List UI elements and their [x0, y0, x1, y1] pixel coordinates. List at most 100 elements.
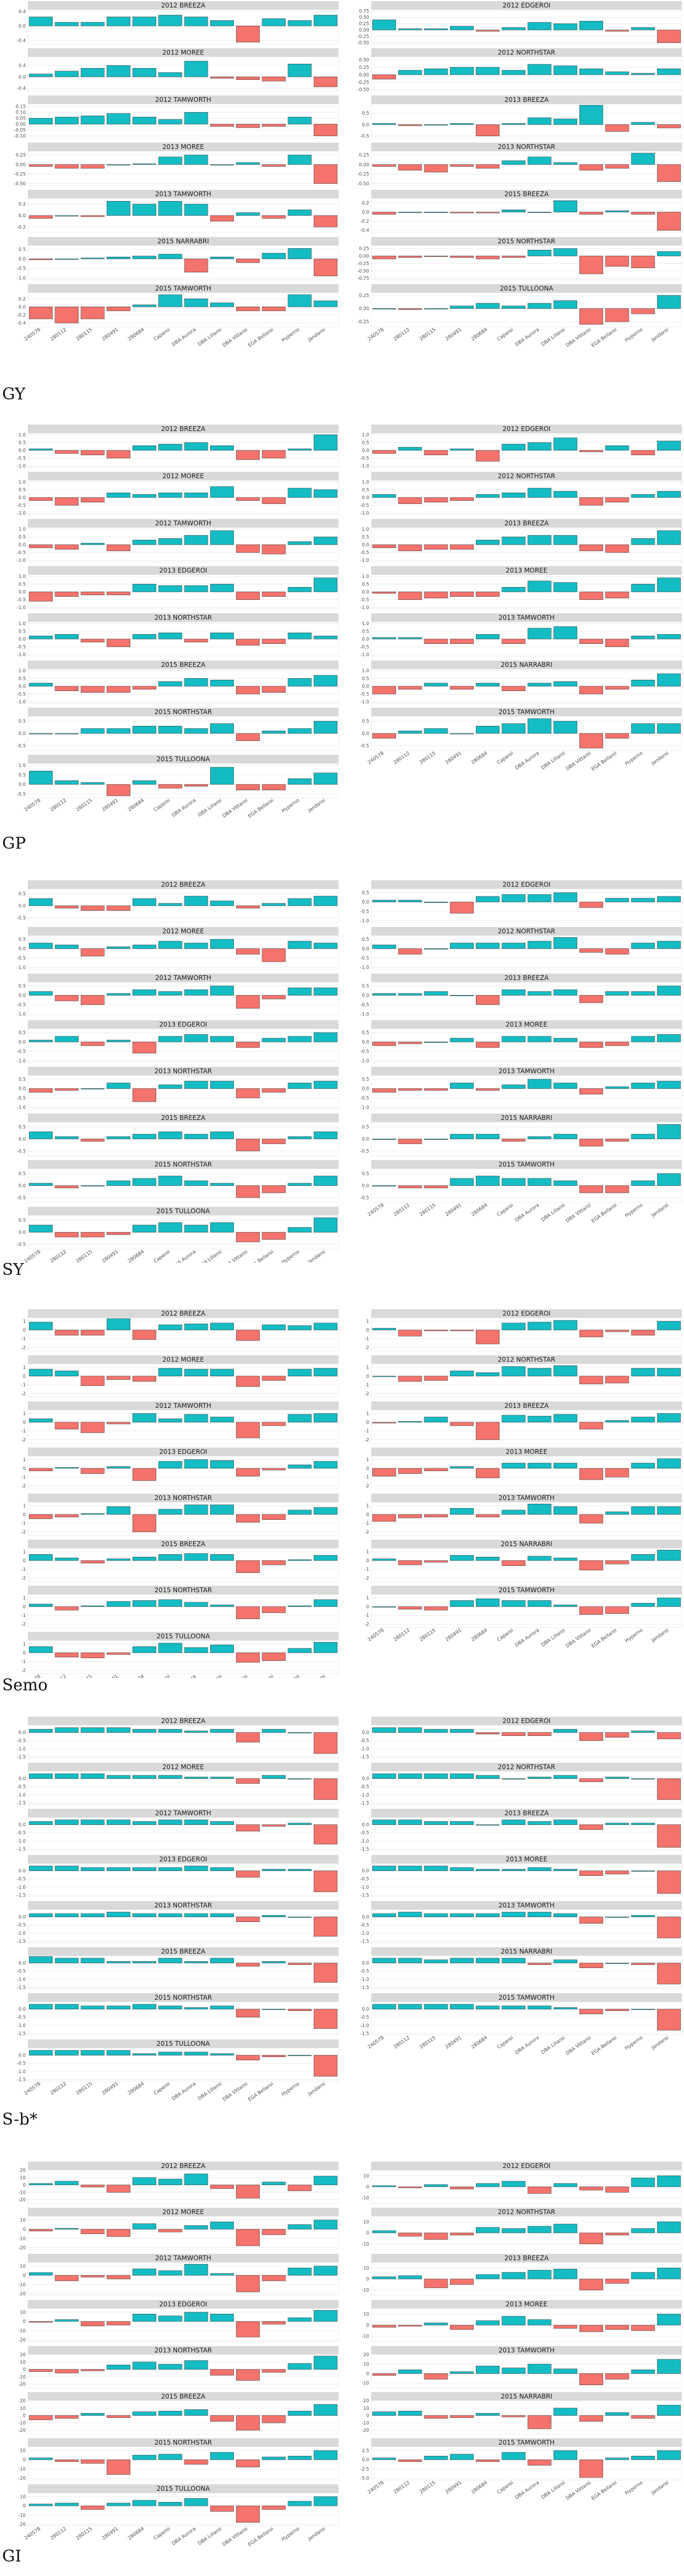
bar-jandaroi — [657, 1917, 681, 1939]
bar-hyperno — [288, 1136, 312, 1139]
bar-280491 — [106, 1558, 130, 1561]
y-tick-label: 1.0 — [362, 527, 369, 532]
y-tick-label: 0 — [366, 1328, 369, 1333]
bar-280491 — [106, 2364, 130, 2370]
plot-area — [371, 2446, 682, 2481]
y-tick-label: -1.0 — [17, 966, 26, 971]
bar-caparoi — [502, 1366, 526, 1377]
bar-280115 — [424, 1088, 448, 1091]
bar-ega-bellaroi — [262, 497, 286, 504]
bar-dba-aurora — [184, 2459, 208, 2465]
bar-hyperno — [288, 2009, 312, 2011]
y-tick-label: -1 — [365, 1429, 369, 1434]
bar-dba-vittaroi — [579, 2232, 604, 2244]
y-tick-label: 0 — [366, 2414, 369, 2419]
plot-area — [27, 2047, 339, 2082]
bar-ega-bellaroi — [262, 1606, 286, 1613]
bar-280115 — [80, 257, 105, 259]
bar-dba-aurora — [184, 2173, 208, 2185]
bar-dba-aurora — [184, 492, 208, 498]
bar-280115 — [424, 1773, 448, 1779]
facet-title: 2015 NORTHSTAR — [155, 1586, 212, 1594]
bar-ega-bellaroi — [262, 731, 286, 734]
bar-240578 — [29, 1514, 53, 1519]
bar-280115 — [80, 1913, 105, 1917]
bar-dba-aurora — [184, 1820, 208, 1825]
facet-strip — [371, 2392, 682, 2401]
y-tick-label: -0.5 — [17, 956, 26, 961]
bar-280112 — [398, 1820, 422, 1825]
bar-jandaroi — [657, 2314, 681, 2326]
y-tick-label: 0.5 — [362, 676, 369, 681]
bar-280684 — [133, 445, 157, 451]
bar-280112 — [398, 1376, 422, 1382]
bar-280491 — [106, 2185, 130, 2193]
y-tick-label: 0.5 — [362, 937, 369, 942]
bar-dba-vittaroi — [579, 2325, 604, 2332]
bar-240578 — [29, 2183, 53, 2185]
facet-strip — [28, 2438, 339, 2447]
y-tick-label: 0.5 — [362, 719, 369, 724]
y-tick-label: 0.00 — [359, 254, 369, 259]
y-tick-label: -1 — [21, 1521, 26, 1526]
facet-title: 2013 BREEZA — [504, 519, 549, 527]
bar-280115 — [80, 1727, 105, 1733]
x-tick-label: DBA Lillaroi — [541, 1202, 567, 1223]
y-tick-label: -1.5 — [17, 2077, 26, 2083]
y-tick-label: 0.5 — [362, 487, 369, 493]
bar-280115 — [80, 115, 105, 124]
facet-title: 2012 TAMWORTH — [155, 2254, 211, 2262]
plot-area — [371, 1502, 682, 1536]
y-tick-label: 0.0 — [18, 1777, 26, 1782]
y-tick-label: -1.0 — [360, 1977, 369, 1983]
bar-ega-bellaroi — [262, 2275, 286, 2281]
bar-dba-vittaroi — [579, 1185, 604, 1193]
x-tick-label: Caparoi — [496, 1202, 514, 1218]
bar-280115 — [424, 2232, 448, 2240]
plot-area — [371, 1363, 682, 1398]
bar-280112 — [398, 993, 422, 996]
y-tick-label: -1.0 — [17, 605, 26, 611]
facet-title: 2015 NARRABRI — [501, 1948, 552, 1955]
facet-strip — [28, 95, 339, 104]
bar-dba-lillaroi — [553, 1038, 577, 1042]
bar-dba-aurora — [184, 154, 208, 165]
bar-280491 — [106, 2275, 130, 2280]
y-tick-label: -0.5 — [17, 1969, 26, 1974]
bar-hyperno — [631, 723, 655, 734]
bar-280115 — [80, 1773, 105, 1779]
x-tick-label: 280115 — [75, 798, 93, 813]
y-tick-label: 10 — [20, 2264, 26, 2269]
bar-dba-vittaroi — [579, 1606, 604, 1615]
y-tick-label: 0.0 — [362, 448, 369, 454]
bar-280684 — [133, 305, 157, 307]
y-tick-label: 1 — [23, 1458, 26, 1463]
bar-dba-vittaroi — [579, 2009, 604, 2014]
bar-hyperno — [631, 256, 655, 269]
x-tick-label: DBA Vittaroi — [222, 2081, 249, 2103]
section-label: Semo — [2, 1676, 48, 1695]
x-tick-label: 280684 — [470, 751, 489, 766]
x-tick-label: 280112 — [393, 327, 411, 342]
bar-280684 — [476, 1775, 500, 1779]
plot-area — [371, 1771, 682, 1805]
plot-area — [371, 2001, 682, 2036]
bar-280115 — [424, 902, 448, 903]
facet-strip — [371, 2208, 682, 2216]
y-tick-label: -1.0 — [17, 1747, 26, 1752]
bar-240578 — [372, 19, 396, 31]
y-tick-label: 1.0 — [18, 480, 26, 485]
facet-strip — [28, 2392, 339, 2401]
y-tick-label: 1 — [23, 1319, 26, 1325]
bar-hyperno — [288, 154, 312, 165]
bar-jandaroi — [313, 1081, 337, 1089]
